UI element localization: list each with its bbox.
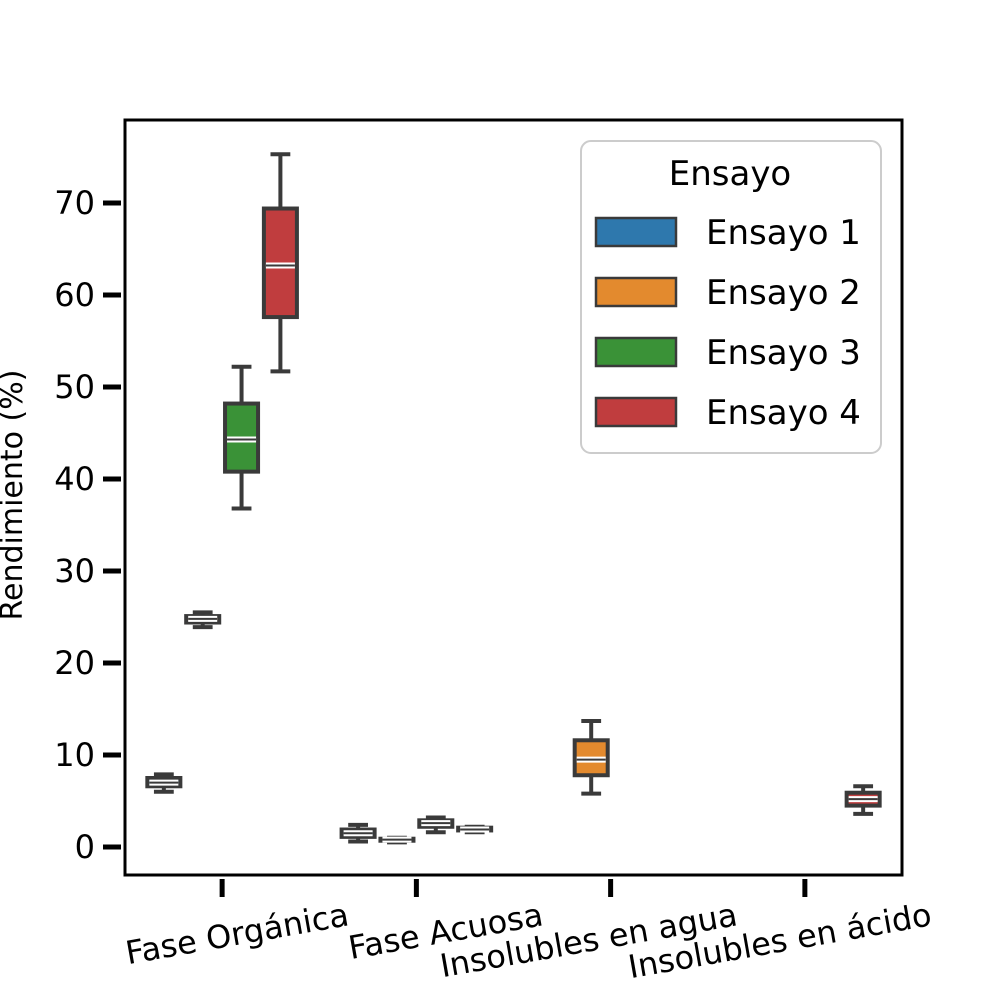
box-ensayo-4 [844,784,882,816]
legend-label: Ensayo 4 [706,393,861,433]
y-tick-label: 30 [54,552,95,590]
legend-swatch [594,396,678,428]
y-tick-label: 10 [54,736,95,774]
legend: Ensayo Ensayo 1 Ensayo 2 Ensayo 3 Ensayo 4 [580,140,882,454]
box-ensayo-4 [456,824,494,835]
box-ensayo-1 [339,822,377,844]
legend-item: Ensayo 4 [594,393,861,433]
legend-title: Ensayo [669,154,792,194]
legend-item: Ensayo 1 [594,213,861,253]
legend-items: Ensayo 1 Ensayo 2 Ensayo 3 Ensayo 4 [594,213,861,433]
y-tick-label: 40 [54,460,95,498]
y-tick-label: 50 [54,368,95,406]
legend-swatch [594,336,678,368]
y-axis-ticks: 0 10 20 30 40 50 60 70 [54,184,121,866]
x-tick-label: Fase Orgánica [123,895,352,972]
y-tick-label: 20 [54,644,95,682]
box-ensayo-1 [145,772,183,794]
y-tick-label: 70 [54,184,95,222]
box-ensayo-3 [417,815,455,835]
legend-swatch [594,216,678,248]
y-tick-label: 60 [54,276,95,314]
box-ensayo-2 [184,610,222,630]
box-ensayo-4 [261,152,299,374]
box-groups [145,152,882,845]
legend-item: Ensayo 3 [594,333,861,373]
box-ensayo-2 [378,835,416,845]
legend-label: Ensayo 2 [706,273,861,313]
plot-frame [123,118,904,877]
legend-label: Ensayo 1 [706,213,861,253]
legend-label: Ensayo 3 [706,333,861,373]
legend-item: Ensayo 2 [594,273,861,313]
y-axis-label: Rendimiento (%) [0,370,30,621]
box-ensayo-2 [572,718,610,796]
y-tick-label: 0 [75,828,95,866]
legend-swatch [594,276,678,308]
box-ensayo-3 [223,364,261,511]
